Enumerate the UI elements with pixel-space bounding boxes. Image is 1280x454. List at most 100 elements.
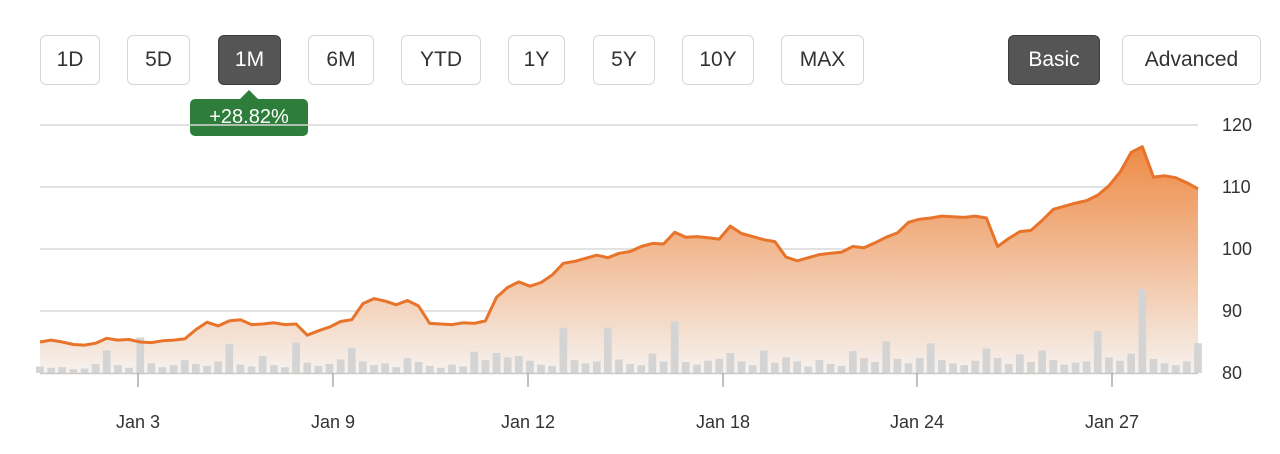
volume-bar [715,358,724,373]
volume-bar [693,364,701,373]
volume-bar [581,363,590,373]
price-line [39,145,1199,347]
volume-bar [36,366,44,373]
volume-bar [1016,354,1024,373]
volume-bar [136,337,145,373]
volume-bar [1149,358,1158,373]
price-area-fill [40,146,1198,373]
volume-bar [949,363,957,373]
range-5y-button[interactable]: 5Y [593,35,655,85]
y-tick-label: 120 [1222,115,1252,135]
range-6m-button[interactable]: 6M [308,35,374,85]
volume-bar [370,365,378,373]
range-1m-button[interactable]: 1M [218,35,281,85]
volume-bar [459,366,467,373]
volume-bar [492,353,501,373]
volume-bar [114,365,122,373]
volume-bar [882,341,891,373]
volume-bar [292,342,300,373]
volume-bar [102,350,111,373]
volume-bar [1049,360,1058,373]
volume-bar [336,359,345,373]
range-ytd-button[interactable]: YTD [401,35,481,85]
volume-bar [871,362,879,373]
volume-bar [748,365,757,373]
volume-bar [1160,363,1169,373]
volume-bar [926,343,935,373]
volume-bar [180,360,189,373]
volume-bar [860,358,868,373]
volume-bar [726,353,735,373]
volume-bar [359,361,367,373]
volume-bar [125,367,133,373]
volume-bar [169,365,178,373]
percent-change-badge: +28.82% [190,90,308,136]
volume-bar [637,365,646,373]
volume-bar [982,348,991,373]
volume-bar [214,361,222,373]
volume-bar [303,362,312,373]
volume-bar [1138,289,1147,373]
basic-view-button[interactable]: Basic [1008,35,1100,85]
volume-bar [236,364,245,373]
volume-bar [1183,361,1191,373]
volume-bar [1071,362,1080,373]
volume-bar [147,363,156,373]
volume-bar [559,327,568,373]
volume-bar [281,367,289,373]
volume-bar [503,357,512,373]
volume-bar [69,369,78,373]
volume-bar [425,365,434,373]
volume-bar [1105,357,1113,373]
volume-bar [270,365,278,373]
volume-bar [893,358,902,373]
volume-bar [392,367,401,373]
volume-bar [347,347,356,373]
volume-bar [771,362,779,373]
volume-bar [626,364,634,373]
price-area [40,146,1198,373]
range-1y-button[interactable]: 1Y [508,35,565,85]
volume-bar [448,364,456,373]
volume-bar [1082,361,1091,373]
volume-bars [36,289,1202,373]
volume-bar [793,361,801,373]
volume-bar [514,356,523,373]
volume-bar [971,360,980,373]
range-5d-button[interactable]: 5D [127,35,190,85]
volume-bar [737,361,746,373]
advanced-view-button[interactable]: Advanced [1122,35,1261,85]
range-10y-button[interactable]: 10Y [682,35,754,85]
y-tick-label: 100 [1222,239,1252,259]
volume-bar [1127,353,1135,373]
volume-bar [80,368,89,373]
volume-bar [815,360,824,373]
x-tick-label: Jan 18 [696,412,750,432]
volume-bar [570,360,579,373]
volume-bar [247,366,256,373]
volume-bar [258,356,267,373]
volume-bar [526,360,534,373]
volume-bar [47,367,55,373]
volume-bar [759,350,768,373]
volume-bar [837,365,846,373]
volume-bar [192,364,200,373]
volume-bar [849,351,857,373]
volume-bar [1116,360,1124,373]
volume-bar [592,361,601,373]
x-tick-label: Jan 24 [890,412,944,432]
x-tick-label: Jan 9 [311,412,355,432]
volume-bar [548,365,556,373]
range-1d-button[interactable]: 1D [40,35,100,85]
volume-bar [1038,350,1046,373]
volume-bar [782,357,790,373]
volume-bar [225,343,234,373]
volume-bar [91,364,100,373]
volume-bar [537,364,545,373]
volume-bar [314,365,323,373]
volume-bar [904,363,913,373]
axes: 80 90 100 110 120 Jan 3 Jan 9 Jan 12 Jan 18 Jan 2… [40,115,1252,432]
range-max-button[interactable]: MAX [781,35,864,85]
volume-bar [804,366,813,373]
